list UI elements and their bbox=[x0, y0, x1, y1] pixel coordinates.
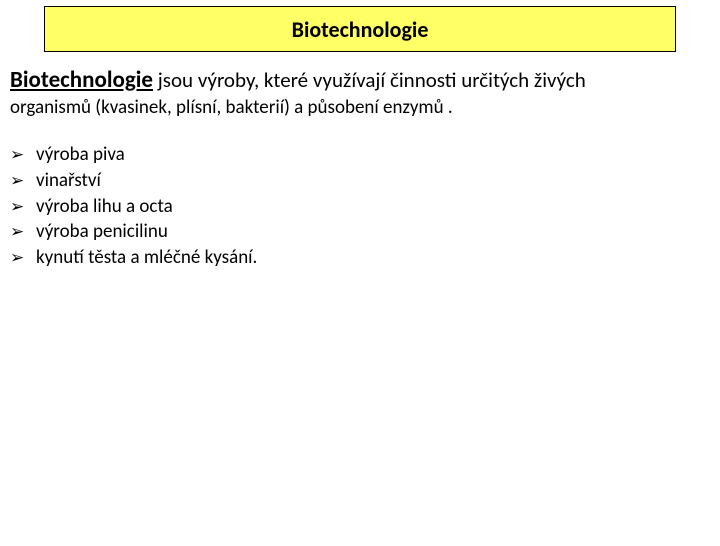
definition-paragraph: Biotechnologie jsou výroby, které využív… bbox=[10, 66, 710, 120]
definition-line-2: organismů (kvasinek, plísní, bakterií) a… bbox=[10, 96, 710, 121]
page-title: Biotechnologie bbox=[292, 16, 429, 43]
bullet-list: ➢ výroba piva ➢ vinařství ➢ výroba lihu … bbox=[10, 142, 720, 270]
bullet-icon: ➢ bbox=[10, 247, 36, 270]
list-item: ➢ kynutí těsta a mléčné kysání. bbox=[10, 245, 720, 271]
list-item-label: výroba piva bbox=[36, 142, 125, 168]
list-item-label: vinařství bbox=[36, 168, 101, 194]
bullet-icon: ➢ bbox=[10, 221, 36, 244]
list-item: ➢ vinařství bbox=[10, 168, 720, 194]
definition-term: Biotechnologie bbox=[10, 66, 153, 94]
list-item: ➢ výroba piva bbox=[10, 142, 720, 168]
list-item: ➢ výroba lihu a octa bbox=[10, 194, 720, 220]
definition-rest-1: jsou výroby, které využívají činnosti ur… bbox=[153, 67, 586, 93]
definition-line-1: Biotechnologie jsou výroby, které využív… bbox=[10, 66, 710, 95]
list-item-label: kynutí těsta a mléčné kysání. bbox=[36, 245, 257, 271]
bullet-icon: ➢ bbox=[10, 144, 36, 167]
list-item: ➢ výroba penicilinu bbox=[10, 219, 720, 245]
bullet-icon: ➢ bbox=[10, 196, 36, 219]
bullet-icon: ➢ bbox=[10, 170, 36, 193]
title-banner: Biotechnologie bbox=[44, 6, 676, 52]
list-item-label: výroba lihu a octa bbox=[36, 194, 173, 220]
list-item-label: výroba penicilinu bbox=[36, 219, 168, 245]
